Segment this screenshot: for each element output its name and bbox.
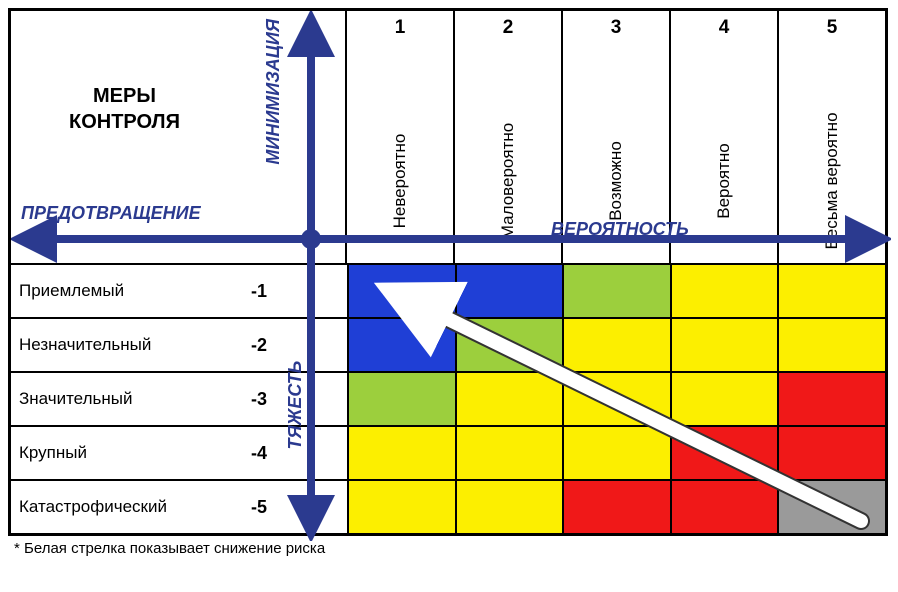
control-measures-title: МЕРЫ КОНТРОЛЯ [69,83,180,135]
probability-col-label: Возможно [606,141,626,221]
probability-col-label: Весьма вероятно [822,112,842,249]
severity-label-cell: Приемлемый-1 [11,265,347,317]
risk-matrix: МЕРЫ КОНТРОЛЯ МИНИМИЗАЦИЯ ПРЕДОТВРАЩЕНИЕ… [8,8,888,536]
risk-cell-4-4 [670,427,778,479]
risk-cell-3-1 [347,373,455,425]
probability-col-num: 2 [455,11,561,39]
severity-row-2: Незначительный-2 [11,317,885,371]
severity-name: Значительный [11,389,347,409]
severity-num: -5 [251,497,267,518]
severity-row-1: Приемлемый-1 [11,263,885,317]
severity-name: Крупный [11,443,347,463]
risk-cell-2-4 [670,319,778,371]
probability-col-label: Маловероятно [498,123,518,239]
title-line1: МЕРЫ [93,85,156,107]
footnote: * Белая стрелка показывает снижение риск… [8,536,890,557]
probability-col-3: 3 Возможно [561,11,669,263]
risk-cell-2-3 [562,319,670,371]
severity-label-cell: Катастрофический-5 [11,481,347,533]
probability-col-num: 4 [671,11,777,39]
risk-cell-5-4 [670,481,778,533]
severity-row-4: Крупный-4 [11,425,885,479]
probability-col-label: Невероятно [390,134,410,229]
title-line2: КОНТРОЛЯ [69,111,180,133]
probability-col-1: 1 Невероятно [347,11,453,263]
risk-cell-3-3 [562,373,670,425]
severity-label-cell: Значительный-3 [11,373,347,425]
minimization-label: МИНИМИЗАЦИЯ [263,19,284,165]
top-left-quadrant: МЕРЫ КОНТРОЛЯ МИНИМИЗАЦИЯ ПРЕДОТВРАЩЕНИЕ [11,11,347,263]
risk-cell-4-3 [562,427,670,479]
severity-cells [347,481,885,533]
severity-cells [347,319,885,371]
risk-cell-5-1 [347,481,455,533]
severity-num: -3 [251,389,267,410]
severity-row-3: Значительный-3 [11,371,885,425]
prevention-label: ПРЕДОТВРАЩЕНИЕ [21,203,201,224]
severity-num: -4 [251,443,267,464]
risk-cell-1-4 [670,265,778,317]
severity-row-5: Катастрофический-5 [11,479,885,533]
probability-col-label: Вероятно [714,143,734,219]
risk-cell-2-2 [455,319,563,371]
severity-name: Приемлемый [11,281,347,301]
risk-cell-1-1 [347,265,455,317]
probability-col-num: 3 [563,11,669,39]
probability-col-num: 5 [779,11,885,39]
severity-cells [347,427,885,479]
severity-label-cell: Незначительный-2 [11,319,347,371]
severity-label-cell: Крупный-4 [11,427,347,479]
risk-cell-4-1 [347,427,455,479]
risk-cell-4-2 [455,427,563,479]
risk-cell-3-2 [455,373,563,425]
probability-columns: 1 Невероятно 2 Маловероятно 3 Возможно 4 Вероят… [347,11,885,263]
header-row: МЕРЫ КОНТРОЛЯ МИНИМИЗАЦИЯ ПРЕДОТВРАЩЕНИЕ… [11,11,885,263]
risk-cell-1-2 [455,265,563,317]
risk-cell-1-5 [777,265,885,317]
risk-cell-3-5 [777,373,885,425]
risk-cell-2-1 [347,319,455,371]
probability-col-4: 4 Вероятно [669,11,777,263]
probability-col-num: 1 [347,11,453,39]
severity-name: Незначительный [11,335,347,355]
severity-num: -2 [251,335,267,356]
severity-num: -1 [251,281,267,302]
severity-rows-container: Приемлемый-1Незначительный-2Значительный… [11,263,885,533]
risk-cell-3-4 [670,373,778,425]
risk-cell-5-5 [777,481,885,533]
severity-cells [347,265,885,317]
risk-cell-4-5 [777,427,885,479]
risk-cell-5-3 [562,481,670,533]
risk-cell-2-5 [777,319,885,371]
risk-cell-1-3 [562,265,670,317]
risk-cell-5-2 [455,481,563,533]
probability-col-5: 5 Весьма вероятно [777,11,885,263]
probability-col-2: 2 Маловероятно [453,11,561,263]
severity-name: Катастрофический [11,497,347,517]
severity-cells [347,373,885,425]
